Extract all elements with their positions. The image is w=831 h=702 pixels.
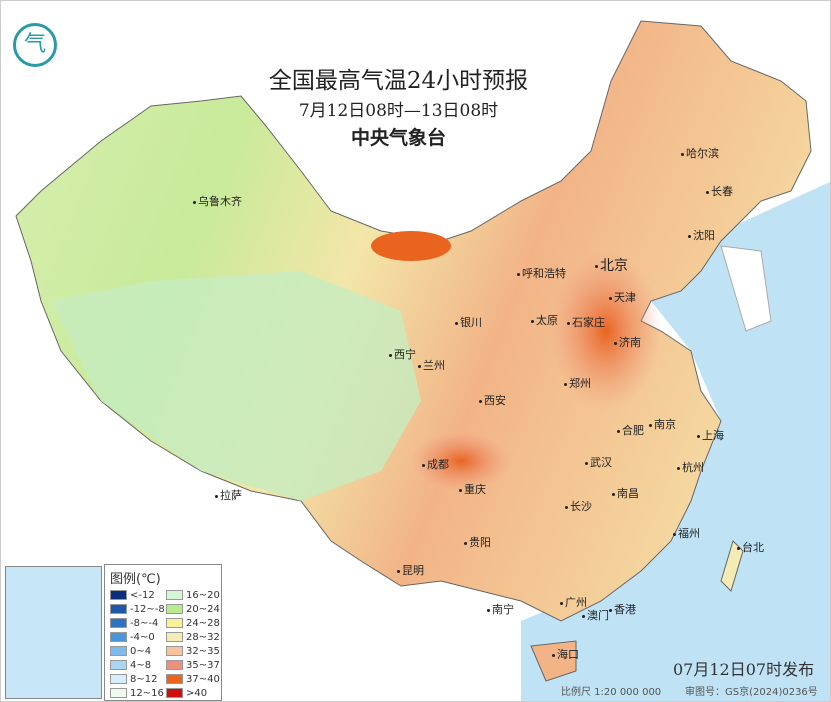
city-label: 南宁 [487, 601, 514, 617]
legend-swatch [110, 660, 127, 670]
legend-swatch [110, 590, 127, 600]
city-label: 成都 [422, 456, 449, 472]
legend-label: 28~32 [186, 631, 220, 643]
legend-label: 4~8 [130, 659, 152, 671]
tibet-plateau [51, 271, 421, 501]
legend-swatch [166, 674, 183, 684]
legend-item: 4~8 [110, 659, 166, 671]
south-china-sea-inset [5, 566, 102, 699]
legend-item: -8~-4 [110, 617, 166, 629]
legend-title: 图例(℃) [110, 572, 161, 587]
cma-logo-icon: 气 [13, 23, 57, 67]
legend-label: 32~35 [186, 645, 220, 657]
issuer: 中央气象台 [350, 127, 446, 149]
legend-swatch [166, 604, 183, 614]
legend-item: 8~12 [110, 673, 166, 685]
city-label: 南京 [649, 416, 676, 432]
city-label: 广州 [560, 594, 587, 610]
city-label: 长沙 [565, 498, 592, 514]
city-label: 福州 [673, 525, 700, 541]
city-label: 西安 [479, 392, 506, 408]
legend-item: 37~40 [166, 673, 222, 685]
city-label: 北京 [595, 255, 628, 275]
korea-peninsula [720, 245, 772, 332]
legend-item: >40 [166, 687, 222, 699]
legend-swatch [166, 590, 183, 600]
legend-item: 28~32 [166, 631, 222, 643]
issue-time: 07月12日07时发布 [673, 660, 815, 679]
city-label: 郑州 [564, 375, 591, 391]
legend-label: 8~12 [130, 673, 158, 685]
legend-item: 12~16 [110, 687, 166, 699]
legend-item: <-12 [110, 589, 166, 601]
city-label: 南昌 [612, 485, 639, 501]
city-label: 西宁 [389, 346, 416, 362]
legend-swatch [110, 646, 127, 656]
city-label: 重庆 [459, 481, 486, 497]
legend-swatch [166, 688, 183, 698]
city-label: 长春 [706, 183, 733, 199]
city-label: 昆明 [397, 562, 424, 578]
legend-item: -4~0 [110, 631, 166, 643]
legend-item: 0~4 [110, 645, 166, 657]
city-label: 武汉 [585, 454, 612, 470]
city-label: 兰州 [418, 357, 445, 373]
legend-swatch [166, 618, 183, 628]
legend-swatch [166, 632, 183, 642]
legend-swatch [110, 618, 127, 628]
legend-label: 0~4 [130, 645, 152, 657]
legend-label: >40 [186, 687, 208, 699]
city-label: 石家庄 [567, 314, 605, 330]
hot-zone-sichuan [411, 431, 511, 491]
scale-text: 比例尺 1:20 000 000 [561, 687, 662, 698]
city-label: 济南 [614, 334, 641, 350]
city-label: 天津 [609, 289, 636, 305]
city-label: 澳门 [582, 607, 609, 623]
legend-label: 16~20 [186, 589, 220, 601]
approval-number: 审图号：GS京(2024)0236号 [685, 687, 818, 698]
city-label: 太原 [531, 312, 558, 328]
legend-label: -4~0 [130, 631, 155, 643]
city-label: 银川 [455, 314, 482, 330]
city-label: 乌鲁木齐 [193, 193, 242, 209]
city-label: 哈尔滨 [681, 145, 719, 161]
legend-item: 24~28 [166, 617, 222, 629]
hot-zone-inner-mongolia [371, 231, 451, 261]
city-label: 沈阳 [688, 227, 715, 243]
legend-label: -8~-4 [130, 617, 159, 629]
forecast-period: 7月12日08时—13日08时 [298, 101, 499, 121]
legend: 图例(℃) <-12 16~20 -12~-8 20~24 -8~-4 24~28 -4~0… [104, 564, 222, 701]
legend-item: 32~35 [166, 645, 222, 657]
legend-label: 12~16 [130, 687, 164, 699]
legend-label: 37~40 [186, 673, 220, 685]
legend-item: 35~37 [166, 659, 222, 671]
city-label: 上海 [697, 427, 724, 443]
city-label: 拉萨 [215, 487, 242, 503]
legend-swatch [166, 660, 183, 670]
legend-label: 20~24 [186, 603, 220, 615]
city-label: 台北 [737, 539, 764, 555]
map-title: 全国最高气温24小时预报 [268, 68, 529, 94]
legend-item: -12~-8 [110, 603, 166, 615]
legend-swatch [110, 688, 127, 698]
city-label: 呼和浩特 [517, 265, 566, 281]
city-label: 海口 [552, 646, 579, 662]
legend-swatch [110, 632, 127, 642]
city-label: 合肥 [617, 422, 644, 438]
legend-item: 20~24 [166, 603, 222, 615]
legend-label: <-12 [130, 589, 155, 601]
legend-label: 35~37 [186, 659, 220, 671]
legend-item: 16~20 [166, 589, 222, 601]
legend-swatch [110, 674, 127, 684]
legend-label: -12~-8 [130, 603, 165, 615]
city-label: 杭州 [677, 459, 704, 475]
legend-items: <-12 16~20 -12~-8 20~24 -8~-4 24~28 -4~0 28~32 0… [110, 589, 221, 699]
legend-swatch [110, 604, 127, 614]
city-label: 香港 [609, 601, 636, 617]
city-label: 贵阳 [464, 534, 491, 550]
legend-swatch [166, 646, 183, 656]
legend-label: 24~28 [186, 617, 220, 629]
